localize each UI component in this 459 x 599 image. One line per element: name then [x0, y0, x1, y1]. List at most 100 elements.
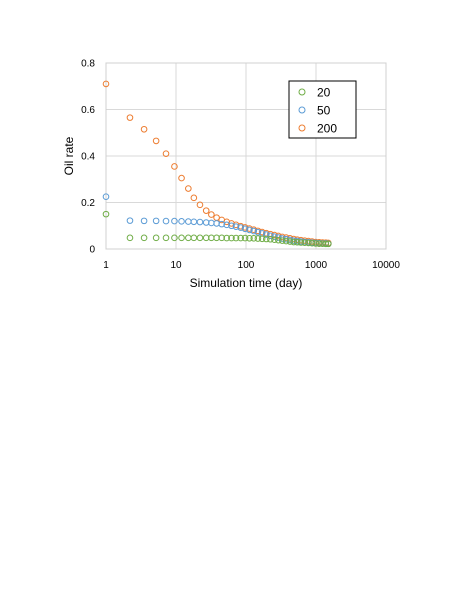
y-tick-label: 0.2 [81, 198, 95, 209]
data-point [228, 234, 235, 242]
data-point [237, 224, 244, 231]
data-point [246, 226, 253, 234]
data-point [126, 234, 134, 242]
data-point [162, 234, 170, 242]
data-point [232, 221, 240, 229]
data-point [267, 235, 274, 243]
x-tick-label: 10 [170, 260, 182, 271]
legend-label: 50 [317, 104, 331, 118]
x-tick-labels: 1 10 100 1000 10000 [103, 260, 400, 271]
data-point [223, 234, 230, 242]
data-point [271, 236, 278, 243]
axes-layer [105, 62, 387, 250]
data-point [140, 234, 148, 242]
data-point [162, 217, 170, 225]
data-point [282, 237, 290, 245]
data-point [152, 137, 160, 145]
data-point [258, 235, 266, 243]
data-point [232, 234, 240, 242]
data-point [196, 218, 204, 226]
data-point [190, 218, 198, 226]
legend-marker [298, 106, 306, 114]
y-tick-labels: 0 0.2 0.4 0.6 0.8 [81, 59, 95, 256]
data-point [325, 240, 332, 248]
data-point [241, 234, 249, 242]
x-axis-label: Simulation time (day) [190, 276, 303, 290]
legend: 20 50 200 [288, 80, 357, 139]
data-point [254, 228, 262, 236]
data-point [301, 239, 309, 247]
data-point [152, 217, 160, 225]
data-point [178, 218, 185, 225]
data-point [102, 80, 110, 88]
data-point [171, 217, 178, 225]
data-point [254, 235, 262, 242]
legend-label: 200 [317, 122, 337, 136]
data-point [162, 150, 170, 157]
data-point [140, 125, 148, 133]
data-point [237, 234, 244, 242]
data-point [196, 234, 204, 242]
x-tick-label: 10000 [372, 260, 400, 271]
data-point [171, 234, 178, 242]
legend-marker [298, 88, 306, 96]
data-point [190, 194, 198, 202]
data-point [315, 240, 323, 247]
data-point [126, 217, 134, 224]
data-point [263, 235, 270, 243]
data-point [293, 238, 301, 246]
y-tick-label: 0.8 [81, 59, 95, 70]
data-point [263, 231, 270, 238]
data-point [312, 240, 319, 247]
data-point [140, 217, 148, 225]
data-point [126, 114, 134, 121]
data-point [190, 234, 198, 242]
y-axis-label: Oil rate [62, 136, 76, 175]
data-point [223, 221, 230, 229]
data-point [241, 225, 249, 233]
x-tick-label: 1000 [305, 260, 328, 271]
data-point [267, 232, 274, 240]
y-tick-label: 0.4 [81, 152, 95, 163]
data-point [185, 234, 192, 242]
data-point [178, 174, 185, 182]
data-point [297, 239, 305, 246]
data-point [152, 234, 160, 242]
data-point [178, 234, 185, 242]
data-point [102, 210, 110, 218]
y-tick-label: 0.6 [81, 105, 95, 116]
data-point [290, 238, 297, 246]
y-tick-label: 0 [89, 245, 95, 256]
data-point [246, 235, 253, 242]
data-point [322, 240, 330, 248]
data-point [228, 222, 235, 230]
data-point [202, 207, 210, 214]
legend-marker [298, 124, 306, 132]
x-tick-label: 1 [103, 260, 109, 271]
data-point [275, 236, 282, 244]
legend-box [288, 80, 357, 139]
data-point [305, 239, 312, 247]
data-point [232, 223, 240, 230]
data-point [196, 201, 204, 209]
legend-label: 20 [317, 86, 331, 100]
data-point [218, 220, 226, 228]
series-20 [102, 210, 332, 248]
data-point [286, 238, 294, 245]
data-point [228, 220, 235, 227]
data-point [208, 211, 215, 218]
data-point [218, 234, 226, 242]
x-tick-label: 100 [238, 260, 255, 271]
data-point [250, 227, 258, 235]
data-point [278, 237, 286, 244]
data-point [102, 193, 110, 200]
data-points [102, 80, 332, 248]
data-point [185, 185, 192, 192]
data-point [171, 163, 178, 170]
plot-frame [105, 62, 387, 250]
data-point [250, 235, 258, 242]
data-point [185, 218, 192, 225]
data-point [308, 239, 316, 247]
